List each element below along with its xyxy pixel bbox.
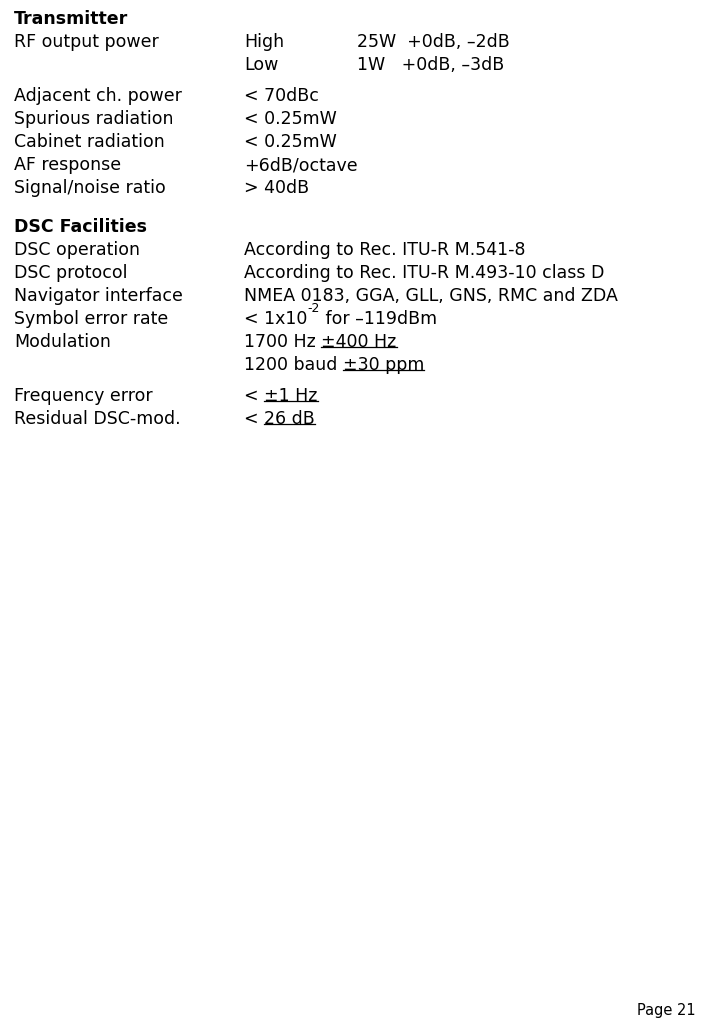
Text: ±400 Hz: ±400 Hz bbox=[321, 333, 397, 351]
Text: Spurious radiation: Spurious radiation bbox=[14, 110, 174, 128]
Text: According to Rec. ITU-R M.493-10 class D: According to Rec. ITU-R M.493-10 class D bbox=[244, 264, 604, 282]
Text: <: < bbox=[244, 387, 264, 405]
Text: Transmitter: Transmitter bbox=[14, 10, 128, 28]
Text: Adjacent ch. power: Adjacent ch. power bbox=[14, 87, 182, 105]
Text: < 0.25mW: < 0.25mW bbox=[244, 133, 337, 151]
Text: < 1x10: < 1x10 bbox=[244, 310, 307, 328]
Text: 1700 Hz: 1700 Hz bbox=[244, 333, 321, 351]
Text: 26 dB: 26 dB bbox=[264, 410, 315, 428]
Text: RF output power: RF output power bbox=[14, 33, 159, 51]
Text: < 70dBc: < 70dBc bbox=[244, 87, 319, 105]
Text: DSC operation: DSC operation bbox=[14, 241, 140, 259]
Text: ±1 Hz: ±1 Hz bbox=[264, 387, 318, 405]
Text: Cabinet radiation: Cabinet radiation bbox=[14, 133, 164, 151]
Text: Low: Low bbox=[244, 56, 278, 74]
Text: 1W   +0dB, –3dB: 1W +0dB, –3dB bbox=[357, 56, 504, 74]
Text: Modulation: Modulation bbox=[14, 333, 111, 351]
Text: <: < bbox=[244, 410, 264, 428]
Text: for –119dBm: for –119dBm bbox=[320, 310, 437, 328]
Text: DSC protocol: DSC protocol bbox=[14, 264, 128, 282]
Text: Residual DSC-mod.: Residual DSC-mod. bbox=[14, 410, 181, 428]
Text: Page 21: Page 21 bbox=[638, 1003, 696, 1018]
Text: Symbol error rate: Symbol error rate bbox=[14, 310, 168, 328]
Text: Frequency error: Frequency error bbox=[14, 387, 152, 405]
Text: DSC Facilities: DSC Facilities bbox=[14, 218, 147, 236]
Text: 25W  +0dB, –2dB: 25W +0dB, –2dB bbox=[357, 33, 510, 51]
Text: ±30 ppm: ±30 ppm bbox=[343, 356, 424, 374]
Text: According to Rec. ITU-R M.541-8: According to Rec. ITU-R M.541-8 bbox=[244, 241, 525, 259]
Text: AF response: AF response bbox=[14, 156, 121, 174]
Text: Signal/noise ratio: Signal/noise ratio bbox=[14, 179, 166, 197]
Text: -2: -2 bbox=[307, 302, 320, 315]
Text: High: High bbox=[244, 33, 284, 51]
Text: < 0.25mW: < 0.25mW bbox=[244, 110, 337, 128]
Text: +6dB/octave: +6dB/octave bbox=[244, 156, 358, 174]
Text: > 40dB: > 40dB bbox=[244, 179, 309, 197]
Text: Navigator interface: Navigator interface bbox=[14, 287, 183, 305]
Text: NMEA 0183, GGA, GLL, GNS, RMC and ZDA: NMEA 0183, GGA, GLL, GNS, RMC and ZDA bbox=[244, 287, 618, 305]
Text: 1200 baud: 1200 baud bbox=[244, 356, 343, 374]
